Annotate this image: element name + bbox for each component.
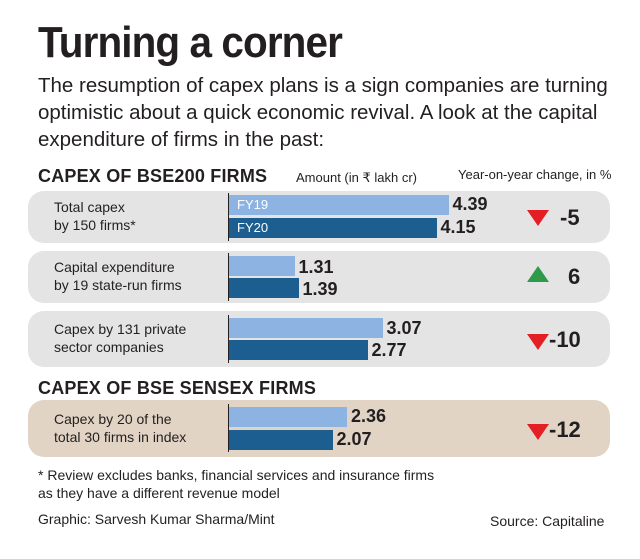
bar-fy20: [229, 340, 368, 360]
section-title-sensex: CAPEX OF BSE SENSEX FIRMS: [38, 378, 317, 398]
legend-label-fy20: FY20: [237, 220, 269, 235]
bar-fy20: FY20: [229, 218, 437, 238]
row-label-private: Capex by 131 private sector companies: [54, 320, 224, 356]
intro-text: The resumption of capex plans is a sign …: [38, 74, 608, 151]
change-value: -12: [549, 417, 581, 442]
row-label-line2: total 30 firms in index: [54, 429, 187, 445]
row-label-sensex: Capex by 20 of the total 30 firms in ind…: [54, 410, 224, 446]
bar-fy20: [229, 278, 299, 298]
row-label-line1: Capex by 131 private: [54, 321, 187, 337]
bar-axis: [228, 193, 229, 241]
chart-title: Turning a corner: [38, 18, 343, 67]
bar-axis: [228, 404, 229, 452]
value-label-fy20: 4.15: [440, 217, 476, 237]
value-label-fy19: 3.07: [386, 318, 422, 338]
row-label-total-capex: Total capex by 150 firms*: [54, 198, 224, 234]
legend-label-fy19: FY19: [237, 197, 269, 212]
row-label-line1: Total capex: [54, 199, 125, 215]
down-arrow-icon: [527, 334, 549, 350]
value-label-fy20: 2.07: [336, 429, 372, 449]
bar-fy19: [229, 318, 383, 338]
change-value: 6: [568, 264, 581, 289]
change-value: -10: [549, 327, 581, 352]
bar-fy19: [229, 256, 295, 276]
value-label-fy20: 2.77: [371, 340, 407, 360]
source-credit: Source: Capitaline: [490, 513, 605, 529]
row-panel-state-run: [28, 251, 610, 303]
graphic-credit: Graphic: Sarvesh Kumar Sharma/Mint: [38, 511, 275, 527]
bar-fy20: [229, 430, 333, 450]
change-column-header: Year-on-year change, in %: [458, 167, 612, 182]
amount-column-header: Amount (in ₹ lakh cr): [296, 170, 417, 185]
footnote-line1: * Review excludes banks, financial servi…: [38, 467, 435, 483]
value-label-fy19: 2.36: [351, 406, 387, 426]
row-label-line1: Capital expenditure: [54, 259, 175, 275]
bar-fy19: [229, 407, 347, 427]
down-arrow-icon: [527, 424, 549, 440]
down-arrow-icon: [527, 210, 549, 226]
value-label-fy19: 1.31: [298, 257, 334, 277]
row-label-line2: by 19 state-run firms: [54, 277, 182, 293]
row-label-line2: by 150 firms*: [54, 217, 136, 233]
footnote-line2: as they have a different revenue model: [38, 485, 280, 501]
bar-axis: [228, 253, 229, 301]
footnote: * Review excludes banks, financial servi…: [38, 466, 434, 502]
change-value: -5: [560, 205, 580, 230]
row-label-state-run: Capital expenditure by 19 state-run firm…: [54, 258, 224, 294]
value-label-fy20: 1.39: [302, 279, 338, 299]
bar-axis: [228, 315, 229, 363]
up-arrow-icon: [527, 266, 549, 282]
section-title-bse200: CAPEX OF BSE200 FIRMS: [38, 166, 268, 186]
row-label-line2: sector companies: [54, 339, 164, 355]
row-label-line1: Capex by 20 of the: [54, 411, 172, 427]
bar-fy19: FY19: [229, 195, 449, 215]
value-label-fy19: 4.39: [452, 194, 488, 214]
